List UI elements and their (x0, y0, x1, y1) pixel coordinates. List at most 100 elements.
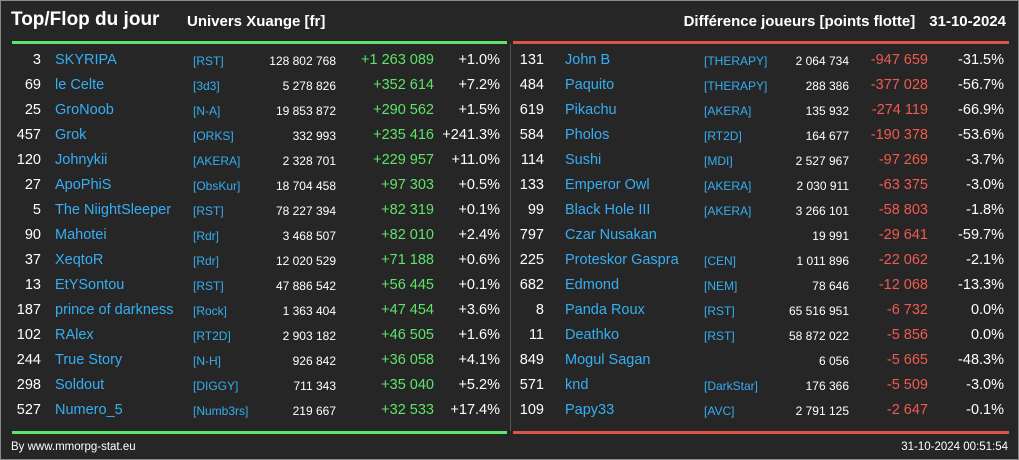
player-rank: 102 (16, 327, 41, 343)
guild-tag-link[interactable]: [RST] (193, 54, 224, 68)
points-difference: -377 028 (870, 77, 928, 93)
guild-tag-link[interactable]: [NEM] (704, 279, 738, 293)
guild-tag-link[interactable]: [THERAPY] (704, 54, 768, 68)
player-name-link[interactable]: knd (565, 377, 589, 393)
guild-tag-link[interactable]: [N-A] (193, 104, 221, 118)
player-name-link[interactable]: Johnykii (55, 152, 108, 168)
points-difference: +56 445 (381, 277, 434, 293)
player-name-link[interactable]: Proteskor Gaspra (565, 252, 679, 268)
player-name-link[interactable]: Papy33 (565, 402, 615, 418)
guild-tag-link[interactable]: [RST] (193, 204, 224, 218)
guild-tag-link[interactable]: [RST] (704, 304, 735, 318)
flop-row: 225 Proteskor Gaspra [CEN] 1 011 896 -22 062… (511, 248, 1019, 273)
percent-change: -1.8% (966, 202, 1004, 218)
guild-tag-link[interactable]: [RT2D] (704, 129, 742, 143)
fleet-points: 12 020 529 (275, 254, 336, 268)
player-name-link[interactable]: SKYRIPA (55, 52, 117, 68)
fleet-points: 58 872 022 (788, 329, 849, 343)
guild-tag-link[interactable]: [Rdr] (193, 229, 220, 243)
guild-tag-link[interactable]: [ORKS] (193, 129, 234, 143)
guild-tag-link[interactable]: [CEN] (704, 254, 737, 268)
guild-tag-link[interactable]: [THERAPY] (704, 79, 768, 93)
player-name-link[interactable]: Pholos (565, 127, 610, 143)
player-rank: 120 (16, 152, 41, 168)
player-name-link[interactable]: Numero_5 (55, 402, 123, 418)
points-difference: +46 505 (381, 327, 434, 343)
guild-tag-link[interactable]: [MDI] (704, 154, 733, 168)
player-name-link[interactable]: le Celte (55, 77, 105, 93)
flop-row: 619 Pikachu [AKERA] 135 932 -274 119 -66.9% (511, 98, 1019, 123)
player-rank: 133 (519, 177, 544, 193)
top-row: 69 le Celte [3d3] 5 278 826 +352 614 +7.2% (1, 73, 510, 98)
guild-tag-link[interactable]: [Rock] (193, 304, 228, 318)
player-name-link[interactable]: Edmond (565, 277, 620, 293)
flop-row: 571 knd [DarkStar] 176 366 -5 509 -3.0% (511, 373, 1019, 398)
player-name-link[interactable]: Czar Nusakan (565, 227, 657, 243)
percent-change: +1.0% (458, 52, 500, 68)
top-row: 13 EtYSontou [RST] 47 886 542 +56 445 +0.1% (1, 273, 510, 298)
points-difference: +32 533 (381, 402, 434, 418)
player-name-link[interactable]: XeqtoR (55, 252, 104, 268)
player-name-link[interactable]: RAlex (55, 327, 94, 343)
guild-tag-link[interactable]: [Numb3rs] (193, 404, 249, 418)
guild-tag-link[interactable]: [AVC] (704, 404, 735, 418)
points-difference: -22 062 (878, 252, 928, 268)
points-difference: -5 856 (886, 327, 928, 343)
points-difference: -97 269 (878, 152, 928, 168)
player-name-link[interactable]: Paquito (565, 77, 615, 93)
player-name-link[interactable]: Mahotei (55, 227, 107, 243)
player-name-link[interactable]: Emperor Owl (565, 177, 650, 193)
player-rank: 27 (24, 177, 41, 193)
player-name-link[interactable]: True Story (55, 352, 123, 368)
percent-change: +0.1% (458, 202, 500, 218)
guild-tag-link[interactable]: [AKERA] (704, 104, 752, 118)
fleet-points: 288 386 (805, 79, 849, 93)
guild-tag-link[interactable]: [RT2D] (193, 329, 231, 343)
player-name-link[interactable]: Grok (55, 127, 87, 143)
player-name-link[interactable]: Mogul Sagan (565, 352, 651, 368)
player-name-link[interactable]: Black Hole III (565, 202, 651, 218)
guild-tag-link[interactable]: [RST] (704, 329, 735, 343)
fleet-points: 135 932 (805, 104, 849, 118)
player-rank: 25 (24, 102, 41, 118)
percent-change: 0.0% (970, 302, 1004, 318)
player-name-link[interactable]: prince of darkness (55, 302, 174, 318)
guild-tag-link[interactable]: [DIGGY] (193, 379, 239, 393)
guild-tag-link[interactable]: [ObsKur] (193, 179, 241, 193)
fleet-points: 78 646 (812, 279, 849, 293)
player-rank: 797 (519, 227, 544, 243)
player-name-link[interactable]: John B (565, 52, 611, 68)
guild-tag-link[interactable]: [N-H] (193, 354, 221, 368)
player-name-link[interactable]: GroNoob (55, 102, 114, 118)
fleet-points: 164 677 (805, 129, 849, 143)
guild-tag-link[interactable]: [DarkStar] (704, 379, 759, 393)
fleet-points: 19 853 872 (275, 104, 336, 118)
player-name-link[interactable]: EtYSontou (55, 277, 125, 293)
player-rank: 69 (24, 77, 41, 93)
guild-tag-link[interactable]: [AKERA] (704, 204, 752, 218)
top-accent-bar-upper (12, 41, 507, 44)
player-rank: 225 (519, 252, 544, 268)
guild-tag-link[interactable]: [RST] (193, 279, 224, 293)
player-name-link[interactable]: Soldout (55, 377, 105, 393)
player-name-link[interactable]: Sushi (565, 152, 602, 168)
source-link[interactable]: By www.mmorpg-stat.eu (11, 441, 136, 453)
percent-change: +7.2% (458, 77, 500, 93)
player-rank: 8 (535, 302, 544, 318)
player-name-link[interactable]: Deathko (565, 327, 620, 343)
player-name-link[interactable]: Pikachu (565, 102, 617, 118)
guild-tag-link[interactable]: [AKERA] (704, 179, 752, 193)
percent-change: +2.4% (458, 227, 500, 243)
player-name-link[interactable]: The NiightSleeper (55, 202, 172, 218)
points-difference: +97 303 (381, 177, 434, 193)
top-row: 27 ApoPhiS [ObsKur] 18 704 458 +97 303 +0.5% (1, 173, 510, 198)
guild-tag-link[interactable]: [3d3] (193, 79, 220, 93)
points-difference: -63 375 (878, 177, 928, 193)
player-name-link[interactable]: Panda Roux (565, 302, 645, 318)
guild-tag-link[interactable]: [Rdr] (193, 254, 220, 268)
top-row: 3 SKYRIPA [RST] 128 802 768 +1 263 089 +1.0% (1, 48, 510, 73)
guild-tag-link[interactable]: [AKERA] (193, 154, 241, 168)
player-name-link[interactable]: ApoPhiS (55, 177, 112, 193)
percent-change: -48.3% (958, 352, 1004, 368)
points-difference: +71 188 (381, 252, 434, 268)
